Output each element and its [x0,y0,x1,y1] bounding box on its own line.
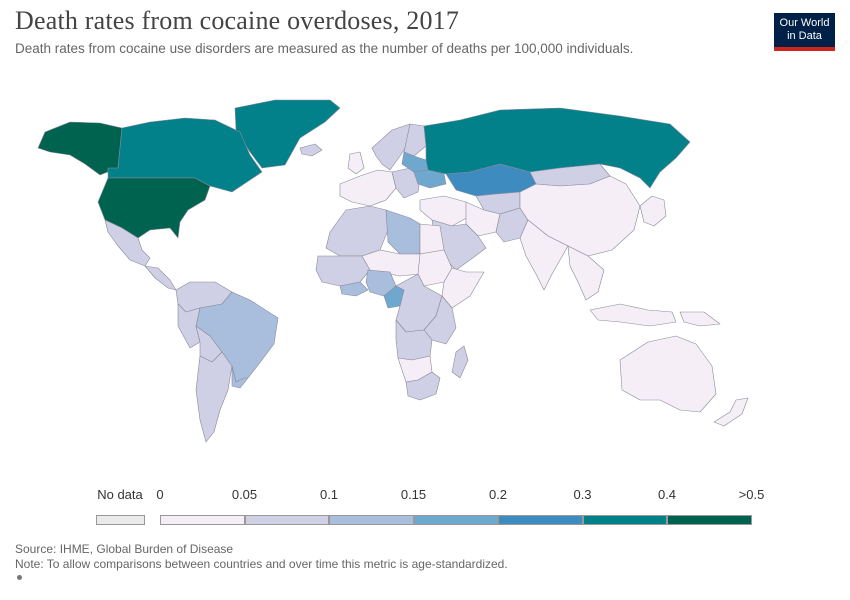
region-ghana-ivory-coast[interactable] [339,281,369,297]
region-new-zealand[interactable] [713,397,749,427]
chart-title: Death rates from cocaine overdoses, 2017 [15,6,460,35]
region-madagascar[interactable] [451,345,469,379]
world-map[interactable] [0,60,850,480]
region-western-europe[interactable] [339,169,397,207]
region-indonesia-philippines[interactable] [589,303,677,327]
legend-swatch-2[interactable] [329,515,414,525]
legend-no-data-label: No data [97,487,143,502]
owid-logo[interactable]: Our World in Data [774,13,835,51]
legend-swatch-1[interactable] [244,515,329,525]
legend-tick-label: 0.4 [657,487,677,502]
region-australia[interactable] [619,335,717,413]
legend-swatch-5[interactable] [582,515,667,525]
region-central-america[interactable] [144,265,177,291]
chart-subtitle: Death rates from cocaine use disorders a… [15,41,634,56]
region-canada[interactable] [107,117,263,193]
region-south-africa[interactable] [405,371,441,401]
region-mexico[interactable] [104,219,151,267]
legend-tick-label: 0 [156,487,164,502]
region-united-kingdom[interactable] [347,151,365,175]
source-note: Source: IHME, Global Burden of Disease [15,542,234,556]
region-india[interactable] [519,219,569,291]
region-finland[interactable] [403,123,427,157]
region-libya[interactable] [385,209,421,255]
region-southeast-asia[interactable] [567,245,605,301]
region-alaska[interactable] [37,121,123,176]
region-argentina-chile[interactable] [195,351,233,443]
region-morocco-algeria[interactable] [325,205,389,257]
region-egypt[interactable] [419,223,445,255]
footer-dot [17,575,22,580]
region-uruguay[interactable] [231,365,249,389]
legend-tick-label: 0.05 [231,487,258,502]
legend-swatch-0[interactable] [160,515,245,525]
region-iceland[interactable] [299,143,323,157]
logo-line-2: in Data [787,30,822,42]
legend-tick-label: 0.2 [488,487,508,502]
legend-tick-label: 0.1 [319,487,339,502]
region-japan-korea[interactable] [639,195,667,227]
region-middle-east[interactable] [419,195,471,227]
legend-swatch-4[interactable] [498,515,583,525]
legend-tick-label: >0.5 [738,487,765,502]
methodology-note: Note: To allow comparisons between count… [15,557,508,571]
region-ethiopia-somalia[interactable] [441,267,485,309]
legend-tick-label: 0.3 [573,487,592,502]
legend-swatch-3[interactable] [413,515,498,525]
legend-tick-label: 0.15 [400,487,427,502]
logo-line-1: Our World [779,17,830,29]
legend-no-data-swatch[interactable] [96,515,145,525]
legend-swatch-6[interactable] [667,515,752,525]
region-russia[interactable] [423,107,691,189]
region-scandinavia[interactable] [371,123,413,171]
region-papua-new-guinea[interactable] [679,311,721,327]
region-west-africa[interactable] [315,255,371,287]
